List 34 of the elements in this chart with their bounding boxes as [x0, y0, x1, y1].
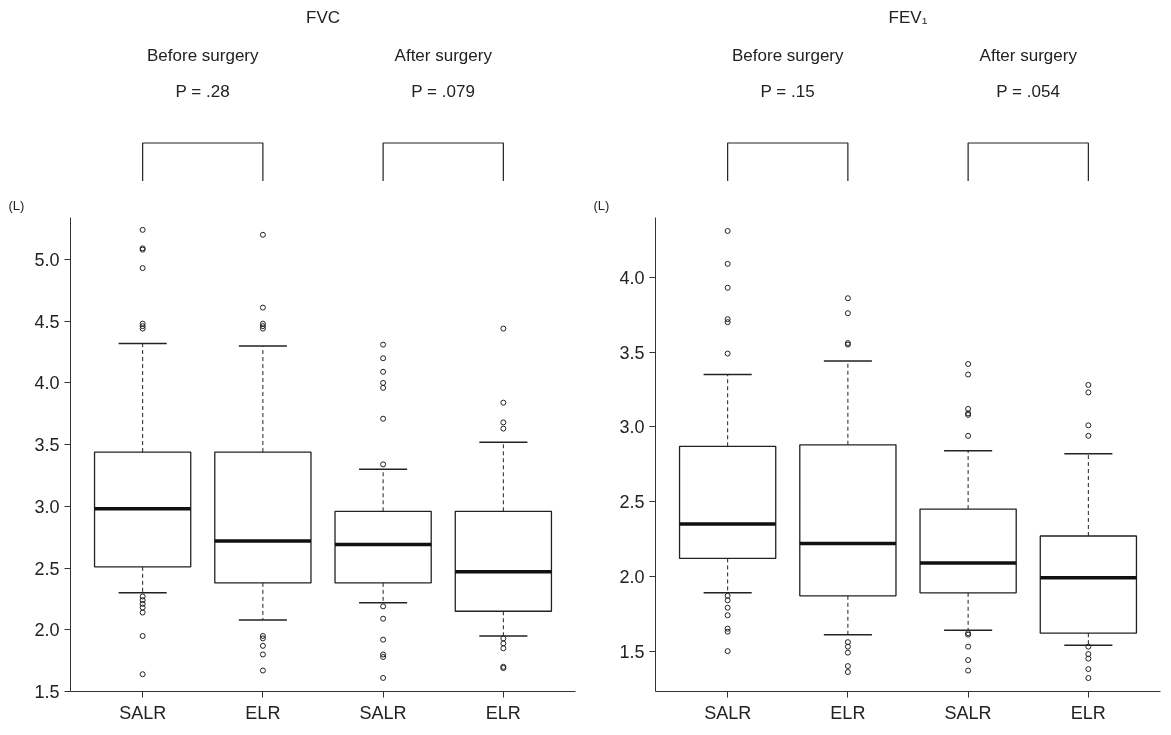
y-tick-label: 2.5 [34, 558, 60, 579]
x-tick-label: SALR [704, 702, 752, 723]
text: P = .054 [996, 82, 1060, 102]
text: After surgery [979, 46, 1078, 66]
y-tick-label: 1.5 [34, 682, 60, 702]
text: P = .079 [411, 82, 475, 102]
y-tick-label: 4.5 [34, 311, 60, 332]
x-tick-label: ELR [830, 702, 866, 723]
text: Before surgery [147, 46, 260, 66]
x-tick-label: ELR [245, 702, 281, 723]
text: Before surgery [732, 46, 845, 66]
x-tick-label: SALR [119, 702, 167, 723]
x-tick-label: ELR [1070, 702, 1106, 723]
x-tick-label: SALR [944, 702, 992, 723]
y-tick-label: 2.0 [619, 566, 645, 587]
y-tick-label: 2.0 [34, 620, 60, 641]
text: P = .28 [175, 82, 230, 102]
x-tick-label: SALR [359, 702, 407, 723]
chart-title: FVC [306, 8, 340, 28]
y-tick-label: 1.5 [619, 641, 645, 662]
chart-title: FEV₁ [888, 8, 928, 28]
y-tick-label: 3.5 [619, 342, 645, 363]
text: P = .15 [760, 82, 815, 102]
y-axis-title: (L) [593, 197, 610, 213]
y-tick-label: 4.0 [34, 373, 60, 394]
y-tick-label: 3.5 [34, 435, 60, 456]
x-tick-label: ELR [485, 702, 521, 723]
y-tick-label: 3.0 [34, 496, 60, 517]
y-tick-label: 4.0 [619, 267, 645, 288]
y-tick-label: 5.0 [34, 249, 60, 270]
y-tick-label: 2.5 [619, 492, 645, 513]
y-tick-label: 3.0 [619, 417, 645, 438]
text: After surgery [394, 46, 493, 66]
y-axis-title: (L) [8, 197, 25, 213]
